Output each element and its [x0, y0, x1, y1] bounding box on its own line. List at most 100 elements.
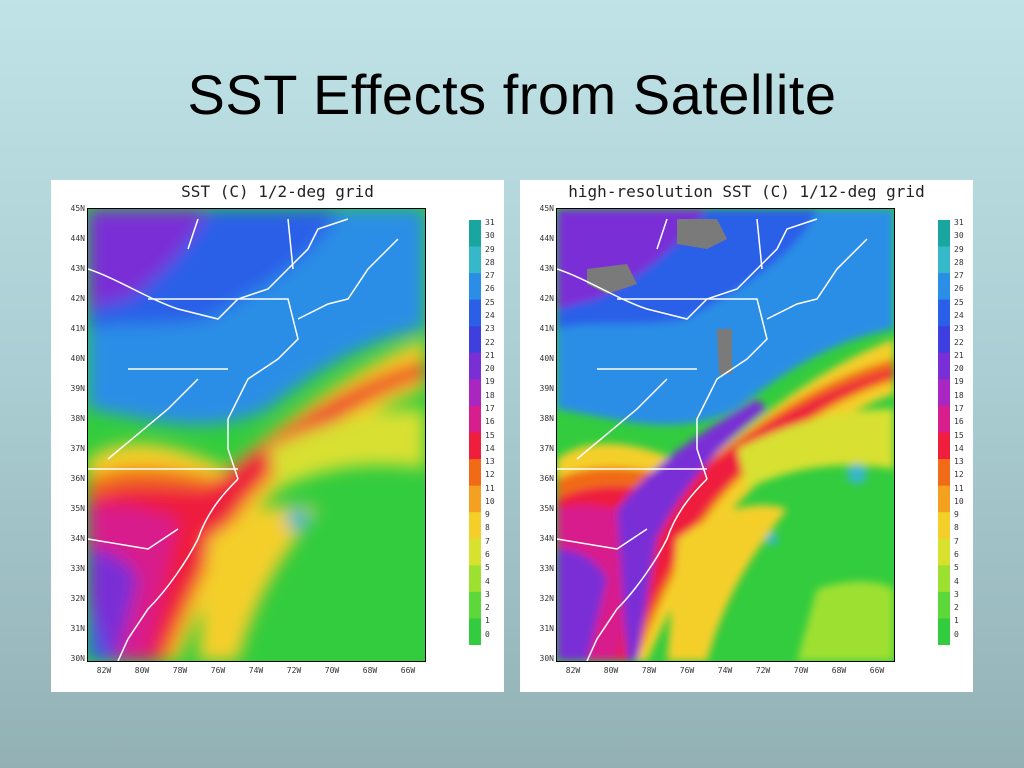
y-tick: 38N	[539, 414, 554, 423]
y-tick: 41N	[70, 324, 85, 333]
colorbar-swatch	[938, 565, 950, 593]
colorbar-label: 19	[485, 377, 495, 387]
colorbar-swatch	[938, 220, 950, 248]
colorbar-label: 13	[954, 457, 964, 467]
colorbar-label: 5	[485, 563, 490, 573]
colorbar-swatch	[469, 618, 481, 645]
y-tick: 43N	[70, 264, 85, 273]
colorbar-label: 28	[954, 257, 964, 267]
colorbar-swatch	[938, 299, 950, 327]
colorbar-swatch	[469, 565, 481, 593]
y-tick: 34N	[70, 534, 85, 543]
colorbar-label: 14	[485, 443, 495, 453]
colorbar-label: 25	[954, 297, 964, 307]
x-tick: 66W	[869, 666, 885, 675]
colorbar-swatch	[469, 220, 481, 248]
y-tick: 36N	[70, 474, 85, 483]
colorbar-high-res	[938, 220, 950, 645]
colorbar-swatch	[469, 459, 481, 487]
colorbar-label: 0	[485, 629, 490, 639]
x-tick: 70W	[324, 666, 340, 675]
colorbar-label: 17	[485, 403, 495, 413]
colorbar-label: 2	[485, 603, 490, 613]
colorbar-label: 10	[954, 496, 964, 506]
colorbar-label: 22	[485, 337, 495, 347]
colorbar-label: 26	[954, 284, 964, 294]
sst-map-low-res	[87, 208, 426, 662]
colorbar-swatch	[938, 432, 950, 460]
x-tick: 76W	[679, 666, 695, 675]
colorbar-label: 11	[954, 483, 964, 493]
colorbar-swatch	[938, 273, 950, 301]
sst-map-high-res	[556, 208, 895, 662]
colorbar-swatch	[938, 379, 950, 407]
colorbar-swatch	[469, 273, 481, 301]
colorbar-label: 23	[954, 324, 964, 334]
colorbar-label: 25	[485, 297, 495, 307]
colorbar-label: 19	[954, 377, 964, 387]
y-tick: 33N	[539, 564, 554, 573]
colorbar-label: 15	[485, 430, 495, 440]
panel-title: high-resolution SST (C) 1/12-deg grid	[568, 182, 925, 201]
colorbar-label: 17	[954, 403, 964, 413]
colorbar-label: 15	[954, 430, 964, 440]
y-tick: 31N	[539, 624, 554, 633]
colorbar-label: 13	[485, 457, 495, 467]
y-tick: 42N	[539, 294, 554, 303]
x-tick: 76W	[210, 666, 226, 675]
colorbar-label: 18	[485, 390, 495, 400]
y-tick: 38N	[70, 414, 85, 423]
colorbar-label: 4	[954, 576, 959, 586]
colorbar-label: 8	[954, 523, 959, 533]
colorbar-label: 28	[485, 257, 495, 267]
x-tick: 66W	[400, 666, 416, 675]
colorbar-label: 16	[954, 417, 964, 427]
sst-panel-low-res: SST (C) 1/2-deg grid	[51, 180, 504, 692]
y-tick: 33N	[70, 564, 85, 573]
colorbar-label: 22	[954, 337, 964, 347]
x-tick: 72W	[286, 666, 302, 675]
colorbar-label: 26	[485, 284, 495, 294]
colorbar-label: 12	[954, 470, 964, 480]
colorbar-label: 27	[954, 271, 964, 281]
colorbar-label: 21	[954, 350, 964, 360]
colorbar-label: 1	[485, 616, 490, 626]
y-tick: 32N	[70, 594, 85, 603]
colorbar-label: 6	[485, 550, 490, 560]
colorbar-swatch	[938, 485, 950, 513]
y-tick: 37N	[539, 444, 554, 453]
y-tick: 34N	[539, 534, 554, 543]
colorbar-label: 20	[954, 364, 964, 374]
y-tick: 43N	[539, 264, 554, 273]
colorbar-label: 8	[485, 523, 490, 533]
y-tick: 41N	[539, 324, 554, 333]
colorbar-swatch	[469, 591, 481, 619]
colorbar-swatch	[469, 299, 481, 327]
y-tick: 31N	[70, 624, 85, 633]
colorbar-label: 24	[954, 310, 964, 320]
y-tick: 39N	[70, 384, 85, 393]
colorbar-label: 3	[954, 589, 959, 599]
colorbar-label: 3	[485, 589, 490, 599]
colorbar-label: 6	[954, 550, 959, 560]
colorbar-swatch	[938, 591, 950, 619]
colorbar-label: 10	[485, 496, 495, 506]
colorbar-label: 5	[954, 563, 959, 573]
colorbar-label: 27	[485, 271, 495, 281]
colorbar-swatch	[469, 512, 481, 540]
y-tick: 45N	[70, 204, 85, 213]
colorbar-label: 31	[954, 218, 964, 227]
x-tick: 74W	[248, 666, 264, 675]
x-tick: 80W	[134, 666, 150, 675]
y-tick: 35N	[70, 504, 85, 513]
colorbar-swatch	[938, 618, 950, 645]
x-tick: 82W	[96, 666, 112, 675]
colorbar-label: 31	[485, 218, 495, 227]
colorbar-label: 7	[485, 536, 490, 546]
y-tick: 44N	[539, 234, 554, 243]
colorbar-low-res	[469, 220, 481, 645]
colorbar-swatch	[469, 379, 481, 407]
y-tick: 42N	[70, 294, 85, 303]
colorbar-label: 30	[485, 231, 495, 241]
panel-title: SST (C) 1/2-deg grid	[181, 182, 374, 201]
